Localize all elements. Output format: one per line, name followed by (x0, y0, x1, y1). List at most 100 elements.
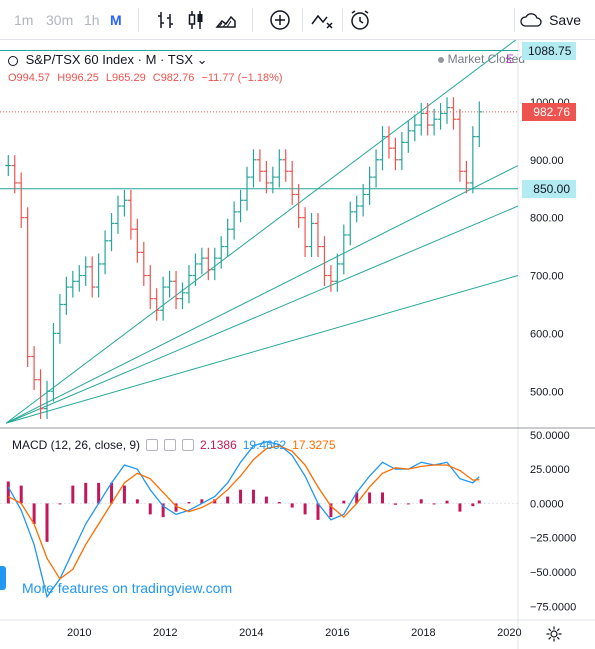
ohlc-bar (308, 213, 315, 257)
price-axis-label: 700.00 (530, 271, 564, 283)
ohlc-bar (108, 213, 115, 252)
trend-line (5, 40, 517, 424)
last-price-tag: 982.76 (522, 102, 576, 121)
interval-monthly[interactable]: M (110, 12, 122, 28)
trend-line (6, 275, 519, 424)
save-button[interactable]: Save (519, 8, 581, 32)
interval-1m[interactable]: 1m (14, 12, 34, 28)
macd-hist-bar (368, 492, 372, 504)
trend-line (5, 205, 519, 424)
collapse-legend-icon[interactable] (8, 55, 18, 66)
macd-hist-bar (122, 485, 126, 504)
ohlc-bar (424, 103, 431, 136)
support-price-tag: 850.00 (522, 179, 576, 198)
macd-hist-bar (432, 503, 436, 505)
interval-1h[interactable]: 1h (84, 12, 100, 28)
ohlc-bar (276, 149, 283, 188)
trend-line (5, 165, 519, 424)
ohlc-bar (76, 265, 83, 292)
macd-hist-bar (200, 499, 204, 504)
macd-hist-bar (19, 485, 23, 504)
interval-30m[interactable]: 30m (46, 12, 74, 28)
ohlc-bar (198, 247, 205, 275)
macd-axis-label: −75.0000 (530, 601, 576, 613)
alert-icon[interactable] (348, 8, 372, 32)
earnings-badge[interactable]: E (506, 52, 515, 66)
macd-hist-bar (316, 503, 320, 520)
time-axis-label: 2010 (67, 627, 91, 639)
macd-hist-bar (187, 502, 191, 504)
gear-icon[interactable] (545, 625, 563, 643)
macd-hist-bar (290, 503, 294, 508)
ohlc-bar (44, 380, 51, 420)
macd-line-value: 19.4662 (242, 438, 287, 452)
chevron-down-icon[interactable]: ⌄ (196, 52, 208, 67)
ohlc-bar (353, 195, 360, 223)
ohlc-bar (218, 236, 225, 269)
macd-title: MACD (12, 26, close, 9) (12, 438, 141, 452)
ohlc-bar (334, 253, 341, 292)
price-axis-label: 900.00 (530, 155, 564, 167)
time-axis-label: 2018 (411, 627, 435, 639)
add-indicator-icon[interactable] (268, 8, 292, 32)
compare-icon[interactable] (310, 8, 334, 32)
macd-legend[interactable]: MACD (12, 26, close, 9) 2.1386 19.4662 1… (12, 438, 336, 452)
ohlc-bar (192, 253, 199, 286)
eye-icon[interactable] (146, 439, 159, 451)
signal-line (7, 445, 480, 580)
ohlc-bar (69, 270, 76, 298)
time-axis-label: 2020 (497, 627, 521, 639)
macd-hist-bar (419, 499, 423, 504)
symbol-legend[interactable]: S&P/TSX 60 Index · M · TSX ⌄ (8, 52, 208, 68)
price-axis-label: 500.00 (530, 386, 564, 398)
macd-hist-bar (239, 489, 243, 504)
promo-tab[interactable] (0, 566, 6, 590)
macd-hist-bar (381, 492, 385, 504)
ohlc-bar (411, 114, 418, 142)
chart-canvas[interactable]: 1000.00900.00800.00700.00600.00500.00201… (0, 40, 595, 649)
save-label: Save (549, 12, 581, 28)
bar-style-icon[interactable] (154, 8, 178, 32)
ohlc-bar (82, 256, 89, 286)
ohlc-bar (327, 265, 334, 292)
area-style-icon[interactable] (214, 8, 238, 32)
low-value: L965.29 (105, 72, 146, 84)
price-axis-label: 600.00 (530, 328, 564, 340)
ohlc-bar (160, 276, 167, 321)
ohlc-bar (18, 172, 25, 229)
macd-hist-value: 2.1386 (200, 438, 237, 452)
macd-hist-bar (445, 500, 449, 504)
macd-axis-label: 50.0000 (530, 430, 570, 442)
promo-link[interactable]: More features on tradingview.com (22, 580, 233, 596)
ohlc-bar (450, 97, 457, 130)
macd-hist-bar (342, 500, 346, 504)
ohlc-bar (121, 189, 128, 217)
macd-hist-bar (71, 485, 75, 504)
macd-hist-bar (97, 482, 101, 504)
macd-hist-bar (355, 492, 359, 504)
price-axis-label: 800.00 (530, 213, 564, 225)
macd-hist-bar (6, 481, 10, 504)
macd-hist-bar (251, 489, 255, 504)
close-icon[interactable] (182, 439, 195, 451)
ohlc-bar (379, 126, 386, 171)
ohlc-bar (63, 276, 70, 315)
market-status-dot (437, 56, 444, 63)
macd-signal-value: 17.3275 (292, 438, 336, 452)
ohlc-bar (398, 131, 405, 171)
candle-style-icon[interactable] (184, 8, 208, 32)
ohlc-bar (405, 120, 412, 153)
macd-axis-label: −50.0000 (530, 567, 576, 579)
ohlc-bar (153, 288, 160, 321)
settings-icon[interactable] (164, 439, 177, 451)
macd-axis-label: 0.0000 (530, 498, 564, 510)
ohlc-bar (456, 108, 463, 182)
ohlc-bar (269, 166, 276, 194)
toolbar: 1m 30m 1h M Save (0, 0, 595, 40)
macd-axis-label: −25.0000 (530, 533, 576, 545)
macd-axis-label: 25.0000 (530, 464, 570, 476)
resistance-price-tag: 1088.75 (522, 41, 576, 60)
macd-hist-bar (477, 500, 481, 504)
toolbar-divider (302, 8, 303, 32)
ohlc-bar (205, 247, 212, 281)
